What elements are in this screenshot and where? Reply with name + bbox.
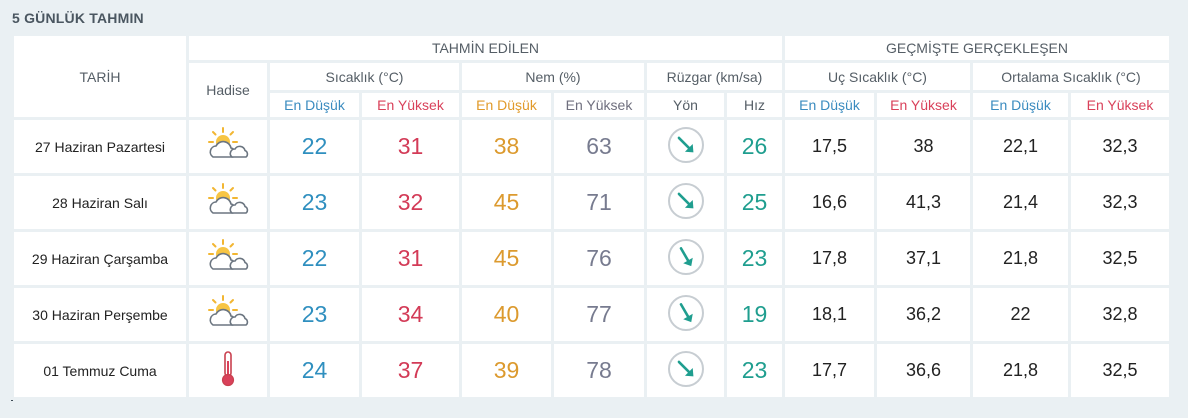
row-humidity-high: 77 [554,288,644,341]
row-wind-speed: 19 [727,288,782,341]
row-avg-low: 22 [973,288,1068,341]
row-extreme-low: 18,1 [785,288,874,341]
row-extreme-high: 38 [877,120,970,173]
row-phenomenon [189,120,267,173]
header-phenomenon: Hadise [189,63,267,117]
row-humidity-low: 45 [462,232,551,285]
row-humidity-high: 78 [554,344,644,397]
row-temp-low: 24 [270,344,359,397]
row-extreme-low: 17,5 [785,120,874,173]
row-avg-high: 32,5 [1071,344,1169,397]
row-phenomenon [189,344,267,397]
row-humidity-low: 39 [462,344,551,397]
row-date: 29 Haziran Çarşamba [14,232,186,285]
table-row: 27 Haziran Pazartesi 22 31 38 63 26 17,5… [14,120,1169,173]
row-phenomenon [189,288,267,341]
header-avg-high: En Yüksek [1071,93,1169,117]
row-extreme-high: 37,1 [877,232,970,285]
row-wind-speed: 26 [727,120,782,173]
header-avg-low: En Düşük [973,93,1068,117]
header-wind: Rüzgar (km/sa) [647,63,782,90]
table-row: 30 Haziran Perşembe 23 34 40 77 19 18,1 … [14,288,1169,341]
row-humidity-low: 38 [462,120,551,173]
row-extreme-high: 41,3 [877,176,970,229]
row-avg-low: 22,1 [973,120,1068,173]
row-temp-high: 31 [362,232,459,285]
header-wind-direction: Yön [647,93,724,117]
row-wind-direction [647,288,724,341]
row-temp-low: 22 [270,232,359,285]
row-temp-high: 32 [362,176,459,229]
partly-sunny-icon [205,293,251,333]
partly-sunny-icon [205,125,251,165]
partly-sunny-icon [205,181,251,221]
table-row: 28 Haziran Salı 23 32 45 71 25 16,6 41,3 [14,176,1169,229]
row-wind-speed: 23 [727,344,782,397]
header-humidity-high: En Yüksek [554,93,644,117]
row-extreme-high: 36,2 [877,288,970,341]
header-date: TARİH [14,36,186,117]
row-avg-high: 32,3 [1071,176,1169,229]
header-avg-temp: Ortalama Sıcaklık (°C) [973,63,1169,90]
row-humidity-low: 45 [462,176,551,229]
header-wind-speed: Hız [727,93,782,117]
partly-sunny-icon [205,237,251,277]
row-avg-low: 21,8 [973,344,1068,397]
row-extreme-high: 36,6 [877,344,970,397]
row-extreme-low: 17,8 [785,232,874,285]
row-date: 30 Haziran Perşembe [14,288,186,341]
row-temp-low: 22 [270,120,359,173]
header-humidity: Nem (%) [462,63,644,90]
table-row: 01 Temmuz Cuma 24 37 39 78 23 17,7 36,6 … [14,344,1169,397]
row-humidity-high: 71 [554,176,644,229]
row-phenomenon [189,232,267,285]
row-wind-direction [647,344,724,397]
row-wind-direction [647,232,724,285]
row-temp-high: 31 [362,120,459,173]
forecast-table: TARİH TAHMİN EDİLEN GEÇMİŞTE GERÇEKLEŞEN… [11,33,1172,400]
row-avg-high: 32,3 [1071,120,1169,173]
row-humidity-high: 63 [554,120,644,173]
wind-direction-icon [666,181,706,221]
wind-direction-icon [666,349,706,389]
wind-direction-icon [666,125,706,165]
wind-direction-icon [666,237,706,277]
row-temp-high: 37 [362,344,459,397]
table-row: 29 Haziran Çarşamba 22 31 45 76 23 17,8 … [14,232,1169,285]
row-extreme-low: 17,7 [785,344,874,397]
header-forecast-group: TAHMİN EDİLEN [189,36,782,60]
row-date: 28 Haziran Salı [14,176,186,229]
thermometer-hot-icon [205,349,251,389]
row-avg-high: 32,8 [1071,288,1169,341]
row-humidity-high: 76 [554,232,644,285]
row-wind-direction [647,176,724,229]
header-temp-high: En Yüksek [362,93,459,117]
row-wind-direction [647,120,724,173]
page-title: 5 GÜNLÜK TAHMIN [12,10,144,26]
row-temp-high: 34 [362,288,459,341]
row-date: 01 Temmuz Cuma [14,344,186,397]
row-wind-speed: 23 [727,232,782,285]
header-temperature: Sıcaklık (°C) [270,63,459,90]
row-extreme-low: 16,6 [785,176,874,229]
header-history-group: GEÇMİŞTE GERÇEKLEŞEN [785,36,1169,60]
row-avg-high: 32,5 [1071,232,1169,285]
row-date: 27 Haziran Pazartesi [14,120,186,173]
row-avg-low: 21,4 [973,176,1068,229]
header-extreme-temp: Uç Sıcaklık (°C) [785,63,970,90]
header-extreme-low: En Düşük [785,93,874,117]
row-temp-low: 23 [270,288,359,341]
wind-direction-icon [666,293,706,333]
header-humidity-low: En Düşük [462,93,551,117]
row-wind-speed: 25 [727,176,782,229]
row-phenomenon [189,176,267,229]
header-temp-low: En Düşük [270,93,359,117]
row-avg-low: 21,8 [973,232,1068,285]
row-temp-low: 23 [270,176,359,229]
header-extreme-high: En Yüksek [877,93,970,117]
row-humidity-low: 40 [462,288,551,341]
